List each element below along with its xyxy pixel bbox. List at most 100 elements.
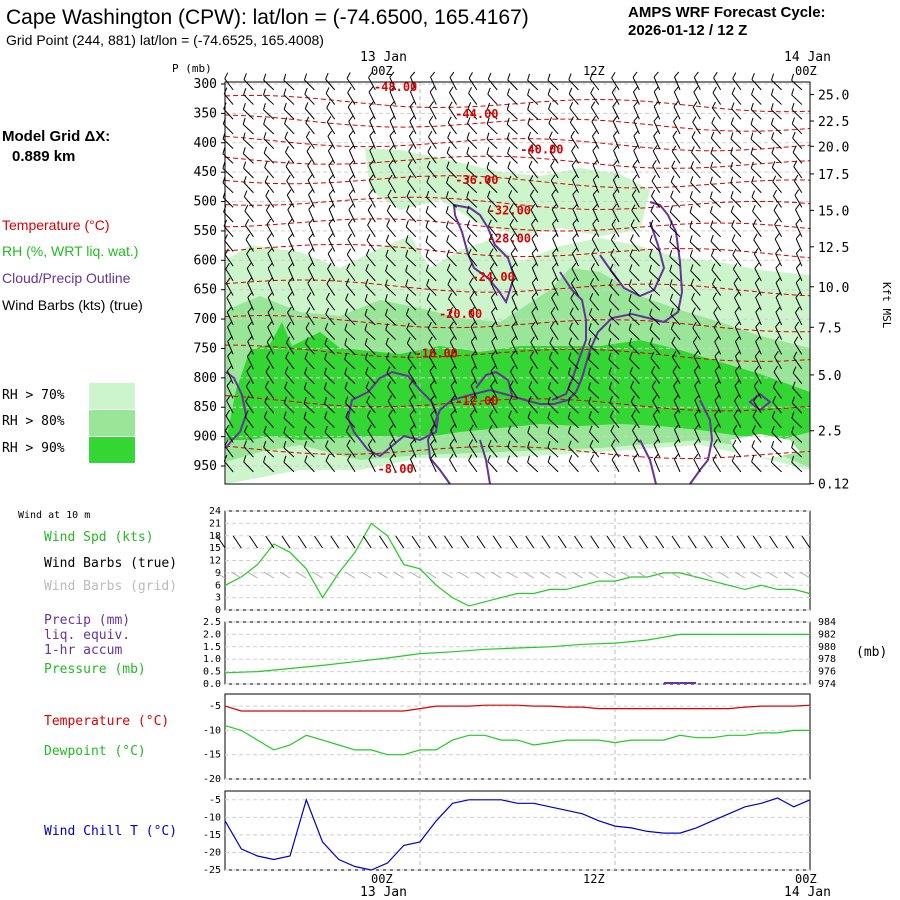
wind-barb: [531, 306, 539, 326]
wind-barb-flag: [267, 277, 274, 284]
wind-barb-grid-shaft: [637, 571, 648, 579]
wind-barb: [487, 455, 498, 473]
wind-barb: [772, 380, 782, 399]
wind-barb-true-shaft: [687, 535, 697, 549]
wind-barb-flag: [305, 337, 309, 344]
wind-barb-flag: [529, 175, 534, 182]
wind-barb: [364, 338, 376, 355]
wind-barb-flag: [387, 395, 393, 402]
wind-barb: [225, 409, 234, 429]
wind-barb-true: [444, 535, 453, 549]
wind-barb-flag: [568, 87, 573, 95]
wind-barb-shaft: [385, 300, 396, 311]
wind-barb: [408, 380, 417, 399]
wind-barb-shaft: [528, 152, 539, 164]
wind-barb-flag: [225, 277, 231, 284]
wind-barb: [409, 453, 417, 473]
wind-barb-flag: [508, 190, 513, 197]
wind-barb-shaft: [670, 314, 681, 326]
wind-barb-true-shaft: [736, 535, 746, 549]
wind-barb: [448, 101, 457, 120]
wind-barb-shaft: [489, 415, 498, 429]
wind-barb-flag: [364, 352, 368, 360]
wind-barb-flag: [288, 247, 294, 254]
wind-barb-flag: [628, 308, 632, 316]
wind-barb: [531, 277, 539, 296]
wind-barb-grid: [425, 571, 437, 579]
wind-barb-shaft: [610, 239, 620, 252]
wind-barb-flag: [409, 115, 415, 122]
wind-barb-flag: [324, 396, 327, 404]
wind-barb-flag: [349, 145, 355, 151]
wind-barb: [283, 426, 295, 443]
wind-barb-shaft: [693, 444, 701, 458]
wind-barb-flag: [491, 306, 497, 313]
wind-barb-flag: [427, 145, 432, 153]
wind-barb: [693, 365, 701, 384]
wind-barb-flag: [243, 176, 247, 183]
wind-barb-shaft: [630, 401, 640, 414]
wind-barb-grid-shaft: [539, 571, 551, 579]
wind-barb-shaft: [425, 211, 437, 223]
wind-barb: [487, 190, 498, 208]
wind-barb: [689, 220, 701, 238]
wind-barb-flag: [633, 100, 639, 107]
wind-barb-shaft: [466, 138, 478, 149]
wind-barb-grid: [230, 571, 242, 579]
wind-barb: [450, 350, 458, 370]
y-tick-label: -10: [203, 812, 221, 823]
wind-barb: [731, 102, 742, 120]
wind-barb: [284, 117, 295, 135]
wind-barb: [365, 264, 376, 282]
y-tick-label: -20: [203, 847, 221, 858]
wind-barb: [304, 455, 315, 473]
wind-barb: [609, 278, 620, 296]
wind-barb-flag: [611, 72, 616, 79]
wind-barb-shaft: [369, 165, 376, 179]
wind-barb-flag: [670, 175, 675, 183]
wind-barb: [347, 454, 356, 473]
y-tick-label: 1.5: [203, 642, 221, 653]
wind-barb: [689, 235, 701, 252]
wind-barb-shaft: [264, 417, 275, 429]
wind-barb-flag: [750, 161, 754, 169]
wind-barb-flag: [567, 396, 571, 404]
wind-barb: [447, 131, 457, 149]
wind-barb-true: [606, 535, 616, 549]
wind-barb-flag: [307, 262, 313, 269]
wind-barb-shaft: [366, 239, 376, 252]
wind-barb-shaft: [609, 416, 620, 429]
wind-barb-shaft: [328, 165, 336, 179]
wind-barb: [572, 233, 579, 252]
wind-barb: [734, 380, 742, 399]
wind-barb-flag: [775, 291, 781, 298]
wind-barb-shaft: [446, 197, 457, 208]
wind-barb: [263, 440, 275, 458]
wind-barb-shaft: [795, 282, 803, 296]
wind-barb: [225, 263, 234, 282]
wind-barb-shaft: [408, 371, 417, 384]
wind-barb-true-shaft: [557, 535, 567, 549]
temperature-dewpoint-panel: -20-15-10-5: [203, 693, 811, 785]
wind-barb-flag: [531, 306, 537, 313]
wind-barb: [793, 351, 803, 370]
wind-barb-flag: [410, 86, 416, 93]
wind-barb-shaft: [305, 328, 315, 340]
wind-barb: [673, 409, 681, 429]
wind-barb-shaft: [710, 137, 721, 149]
bottom-time-label-3: 00Z: [795, 872, 817, 886]
wind-barb-flag: [592, 145, 598, 151]
wind-barb-flag: [572, 233, 578, 240]
wind-barb-shaft: [486, 153, 498, 164]
wind-barb-shaft: [369, 150, 376, 164]
wind-barb-true: [752, 535, 762, 549]
wind-barb-flag: [365, 381, 370, 389]
wind-barb-flag: [732, 439, 737, 447]
wind-barb: [693, 86, 701, 105]
wind-barb: [430, 409, 437, 428]
wind-barb: [387, 189, 397, 208]
legend-temperature-2m: Temperature (°C): [44, 714, 170, 729]
wind-barb-shaft: [222, 153, 234, 164]
wind-barb-true: [655, 535, 665, 549]
wind-barb-shaft: [693, 356, 701, 370]
